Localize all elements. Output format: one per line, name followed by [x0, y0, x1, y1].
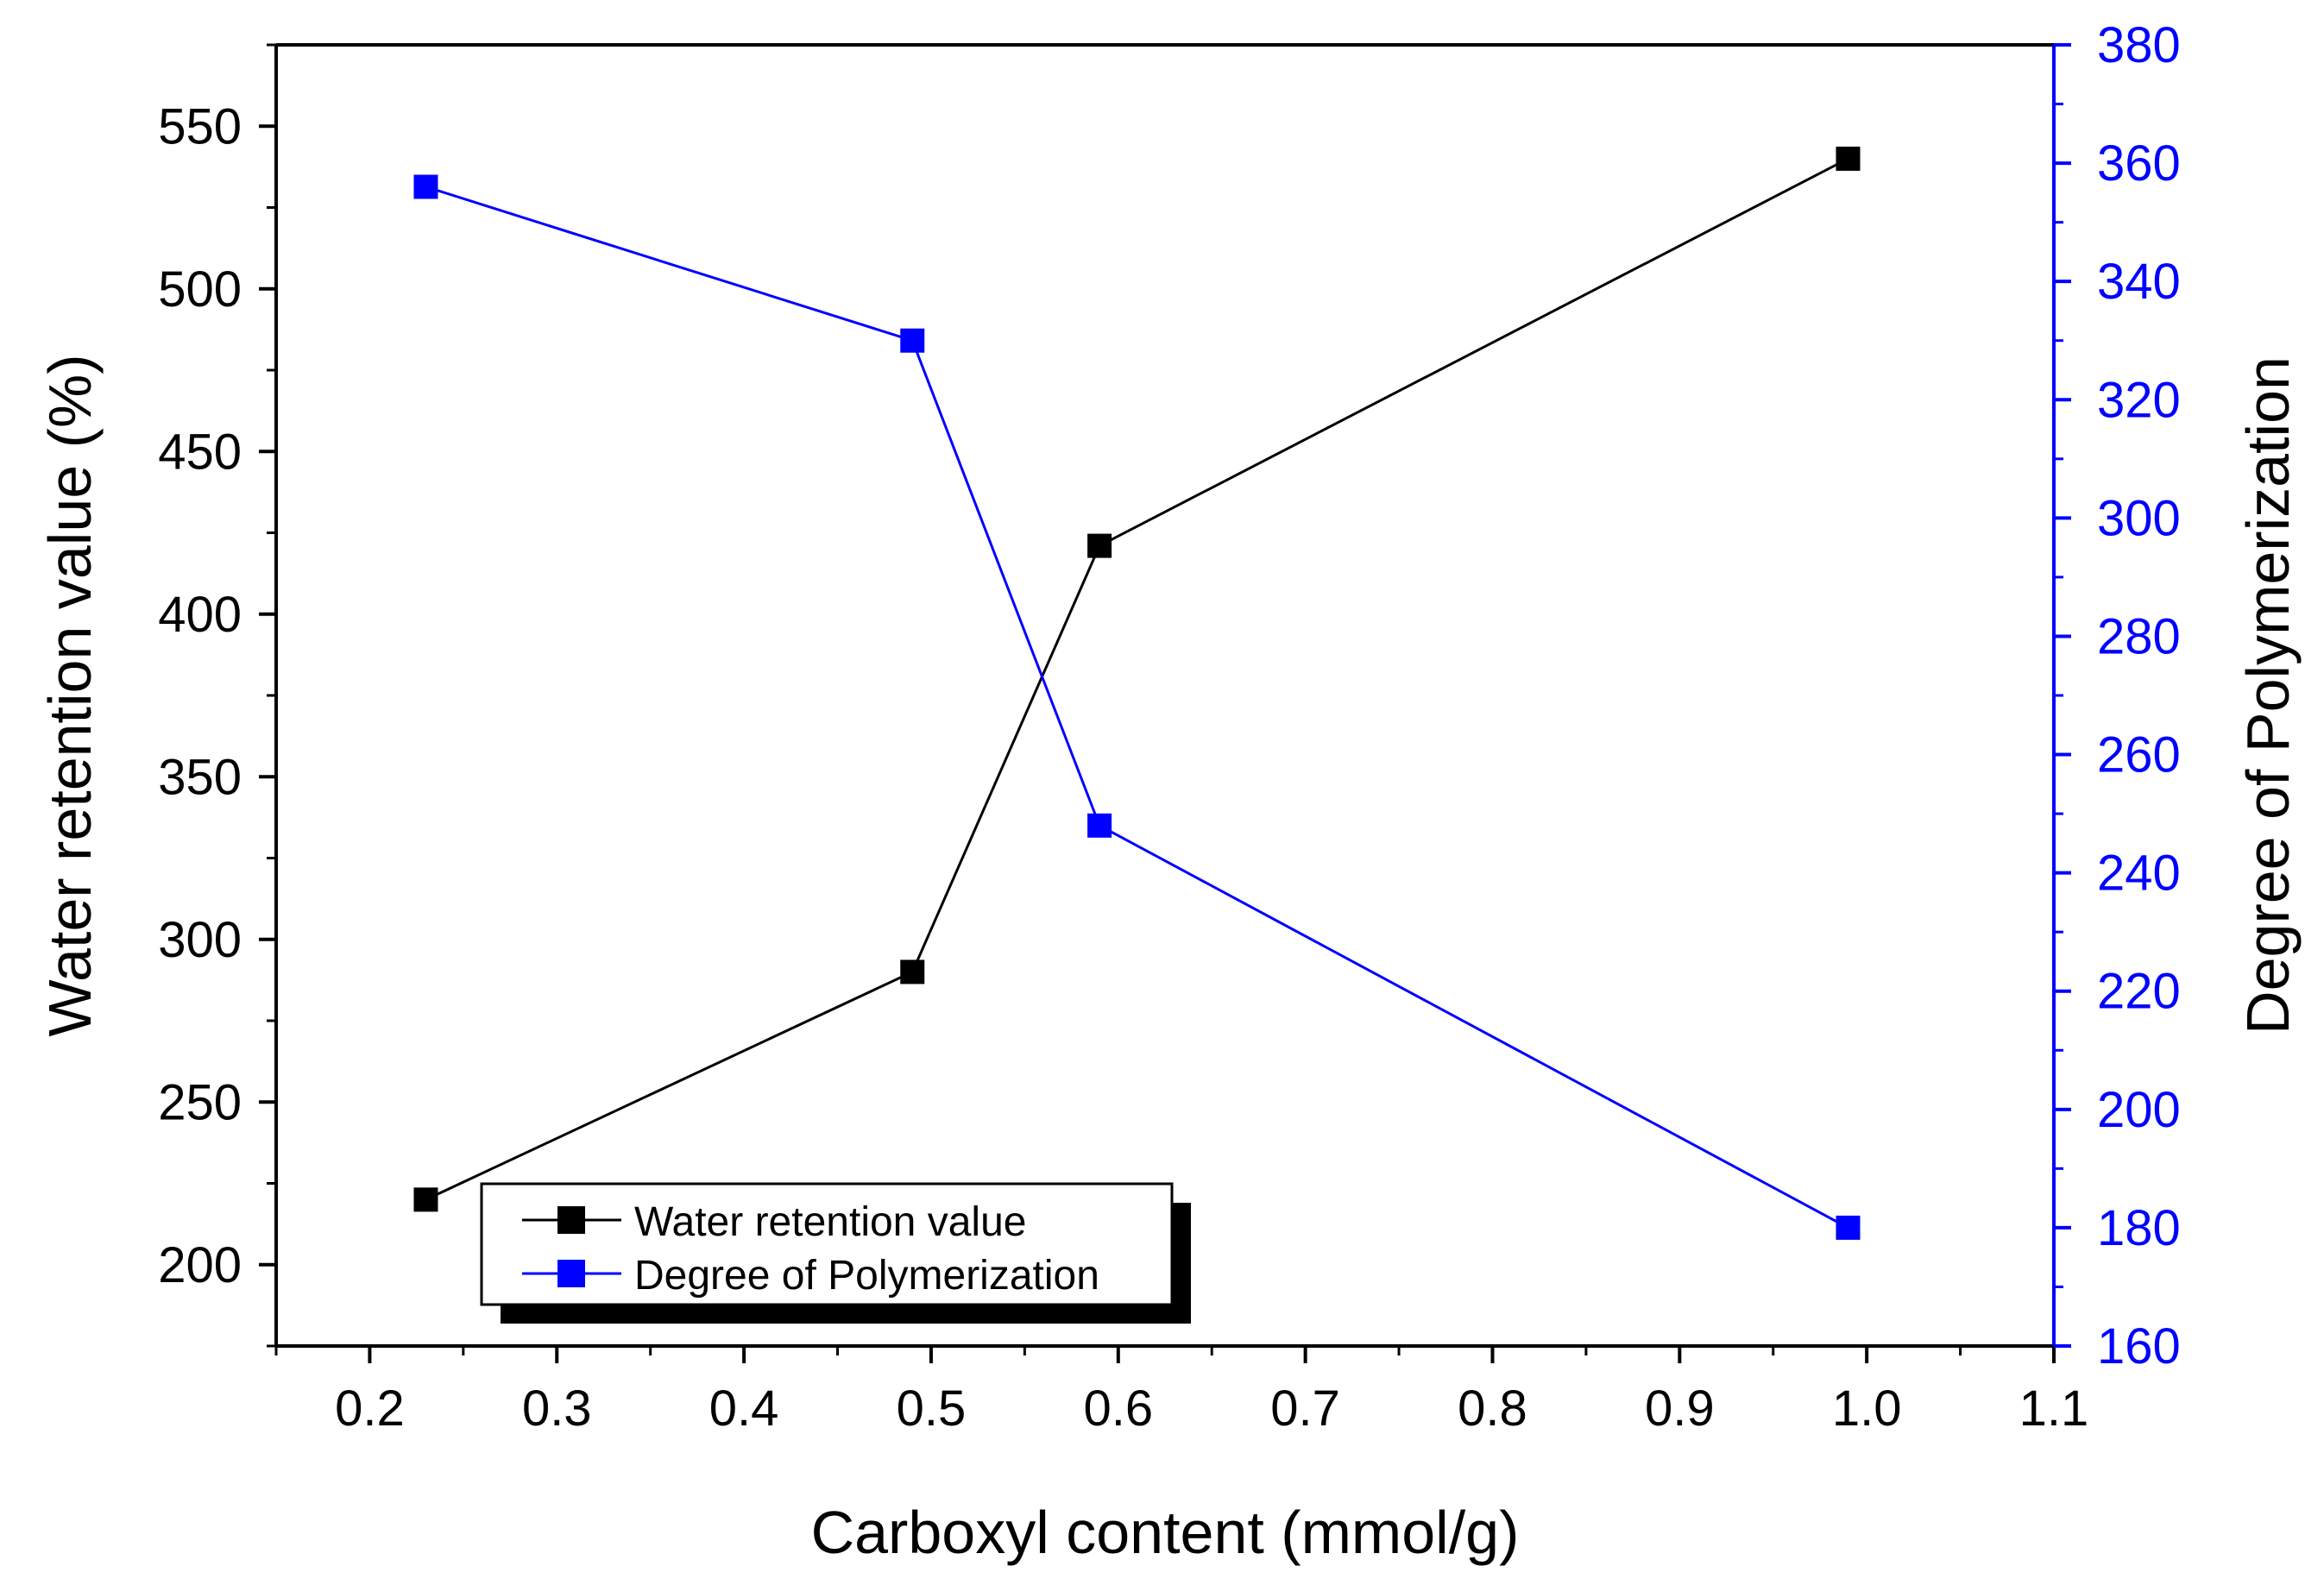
y2-tick-label: 340 — [2097, 254, 2181, 310]
y2-tick-label: 200 — [2097, 1082, 2181, 1138]
x-tick-label: 0.9 — [1645, 1381, 1715, 1437]
y2-tick-label: 300 — [2097, 490, 2181, 546]
legend-marker-degree-polymerization — [557, 1260, 585, 1287]
data-point-water-retention-value — [1836, 146, 1861, 171]
y-tick-label: 250 — [158, 1074, 242, 1130]
x-axis-ticks: 0.2 0.3 0.4 0.5 0.6 0.7 0.8 0.9 1.0 1.1 — [274, 1346, 2089, 1437]
data-point-water-retention-value — [413, 1187, 438, 1212]
y2-tick-label: 260 — [2097, 727, 2181, 783]
y2-tick-label: 220 — [2097, 964, 2181, 1020]
y-tick-label: 300 — [158, 912, 242, 968]
x-tick-label: 0.3 — [522, 1381, 592, 1437]
x-axis-title: Carboxyl content (mmol/g) — [811, 1499, 1520, 1566]
y-tick-label: 550 — [158, 98, 242, 154]
y2-tick-label: 160 — [2097, 1318, 2181, 1374]
legend-marker-water-retention — [557, 1206, 585, 1234]
y-tick-label: 500 — [158, 261, 242, 318]
series-line-degree-of-polymerization — [425, 186, 1849, 1230]
data-point-water-retention-value — [1087, 533, 1112, 558]
y2-tick-label: 380 — [2097, 17, 2181, 73]
y-tick-label: 350 — [158, 749, 242, 805]
legend-box — [480, 1182, 1174, 1306]
data-point-water-retention-value — [900, 959, 925, 984]
y-axis-right-ticks: 160 180 200 220 240 260 280 300 320 340 360 380 — [2054, 17, 2181, 1374]
x-tick-label: 0.8 — [1458, 1381, 1527, 1437]
data-point-degree-of-polymerization — [413, 174, 438, 199]
y2-tick-label: 280 — [2097, 608, 2181, 664]
y2-tick-label: 320 — [2097, 372, 2181, 428]
x-tick-label: 0.7 — [1270, 1381, 1340, 1437]
x-tick-label: 0.4 — [709, 1381, 779, 1437]
legend: Water retention value Degree of Polymeri… — [480, 1182, 1191, 1324]
y-axis-left-ticks: 200 250 300 350 400 450 500 550 — [158, 43, 276, 1348]
y2-tick-label: 240 — [2097, 846, 2181, 902]
y2-tick-label: 180 — [2097, 1200, 2181, 1256]
x-tick-label: 0.6 — [1083, 1381, 1153, 1437]
x-tick-label: 0.5 — [897, 1381, 967, 1437]
y-tick-label: 400 — [158, 587, 242, 643]
x-tick-label: 0.2 — [335, 1381, 405, 1437]
y-axis-right-title: Degree of Polymerization — [2234, 356, 2302, 1035]
series-layer — [413, 146, 1861, 1240]
data-point-degree-of-polymerization — [900, 328, 925, 353]
y-tick-label: 450 — [158, 424, 242, 480]
data-point-degree-of-polymerization — [1087, 813, 1112, 838]
x-tick-label: 1.1 — [2019, 1381, 2089, 1437]
series-line-water-retention-value — [425, 157, 1849, 1201]
y-axis-left-title: Water retention value (%) — [36, 354, 104, 1036]
x-tick-label: 1.0 — [1832, 1381, 1902, 1437]
legend-label-water-retention: Water retention value — [634, 1199, 1026, 1245]
legend-label-degree-polymerization: Degree of Polymerization — [634, 1253, 1099, 1299]
data-point-degree-of-polymerization — [1836, 1215, 1861, 1240]
y-tick-label: 200 — [158, 1237, 242, 1293]
y2-tick-label: 360 — [2097, 135, 2181, 192]
